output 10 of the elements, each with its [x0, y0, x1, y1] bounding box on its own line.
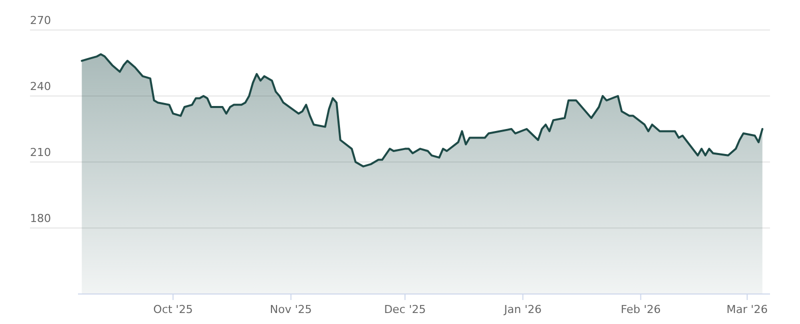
y-tick-label: 240	[30, 80, 51, 93]
x-tick-label: Oct '25	[153, 303, 193, 316]
x-tick-label: Feb '26	[620, 303, 661, 316]
x-tick-label: Nov '25	[270, 303, 312, 316]
y-tick-label: 180	[30, 212, 51, 225]
y-tick-label: 270	[30, 14, 51, 27]
x-tick-label: Mar '26	[726, 303, 768, 316]
x-tick-label: Dec '25	[384, 303, 426, 316]
y-tick-label: 210	[30, 146, 51, 159]
x-tick-label: Jan '26	[503, 303, 542, 316]
